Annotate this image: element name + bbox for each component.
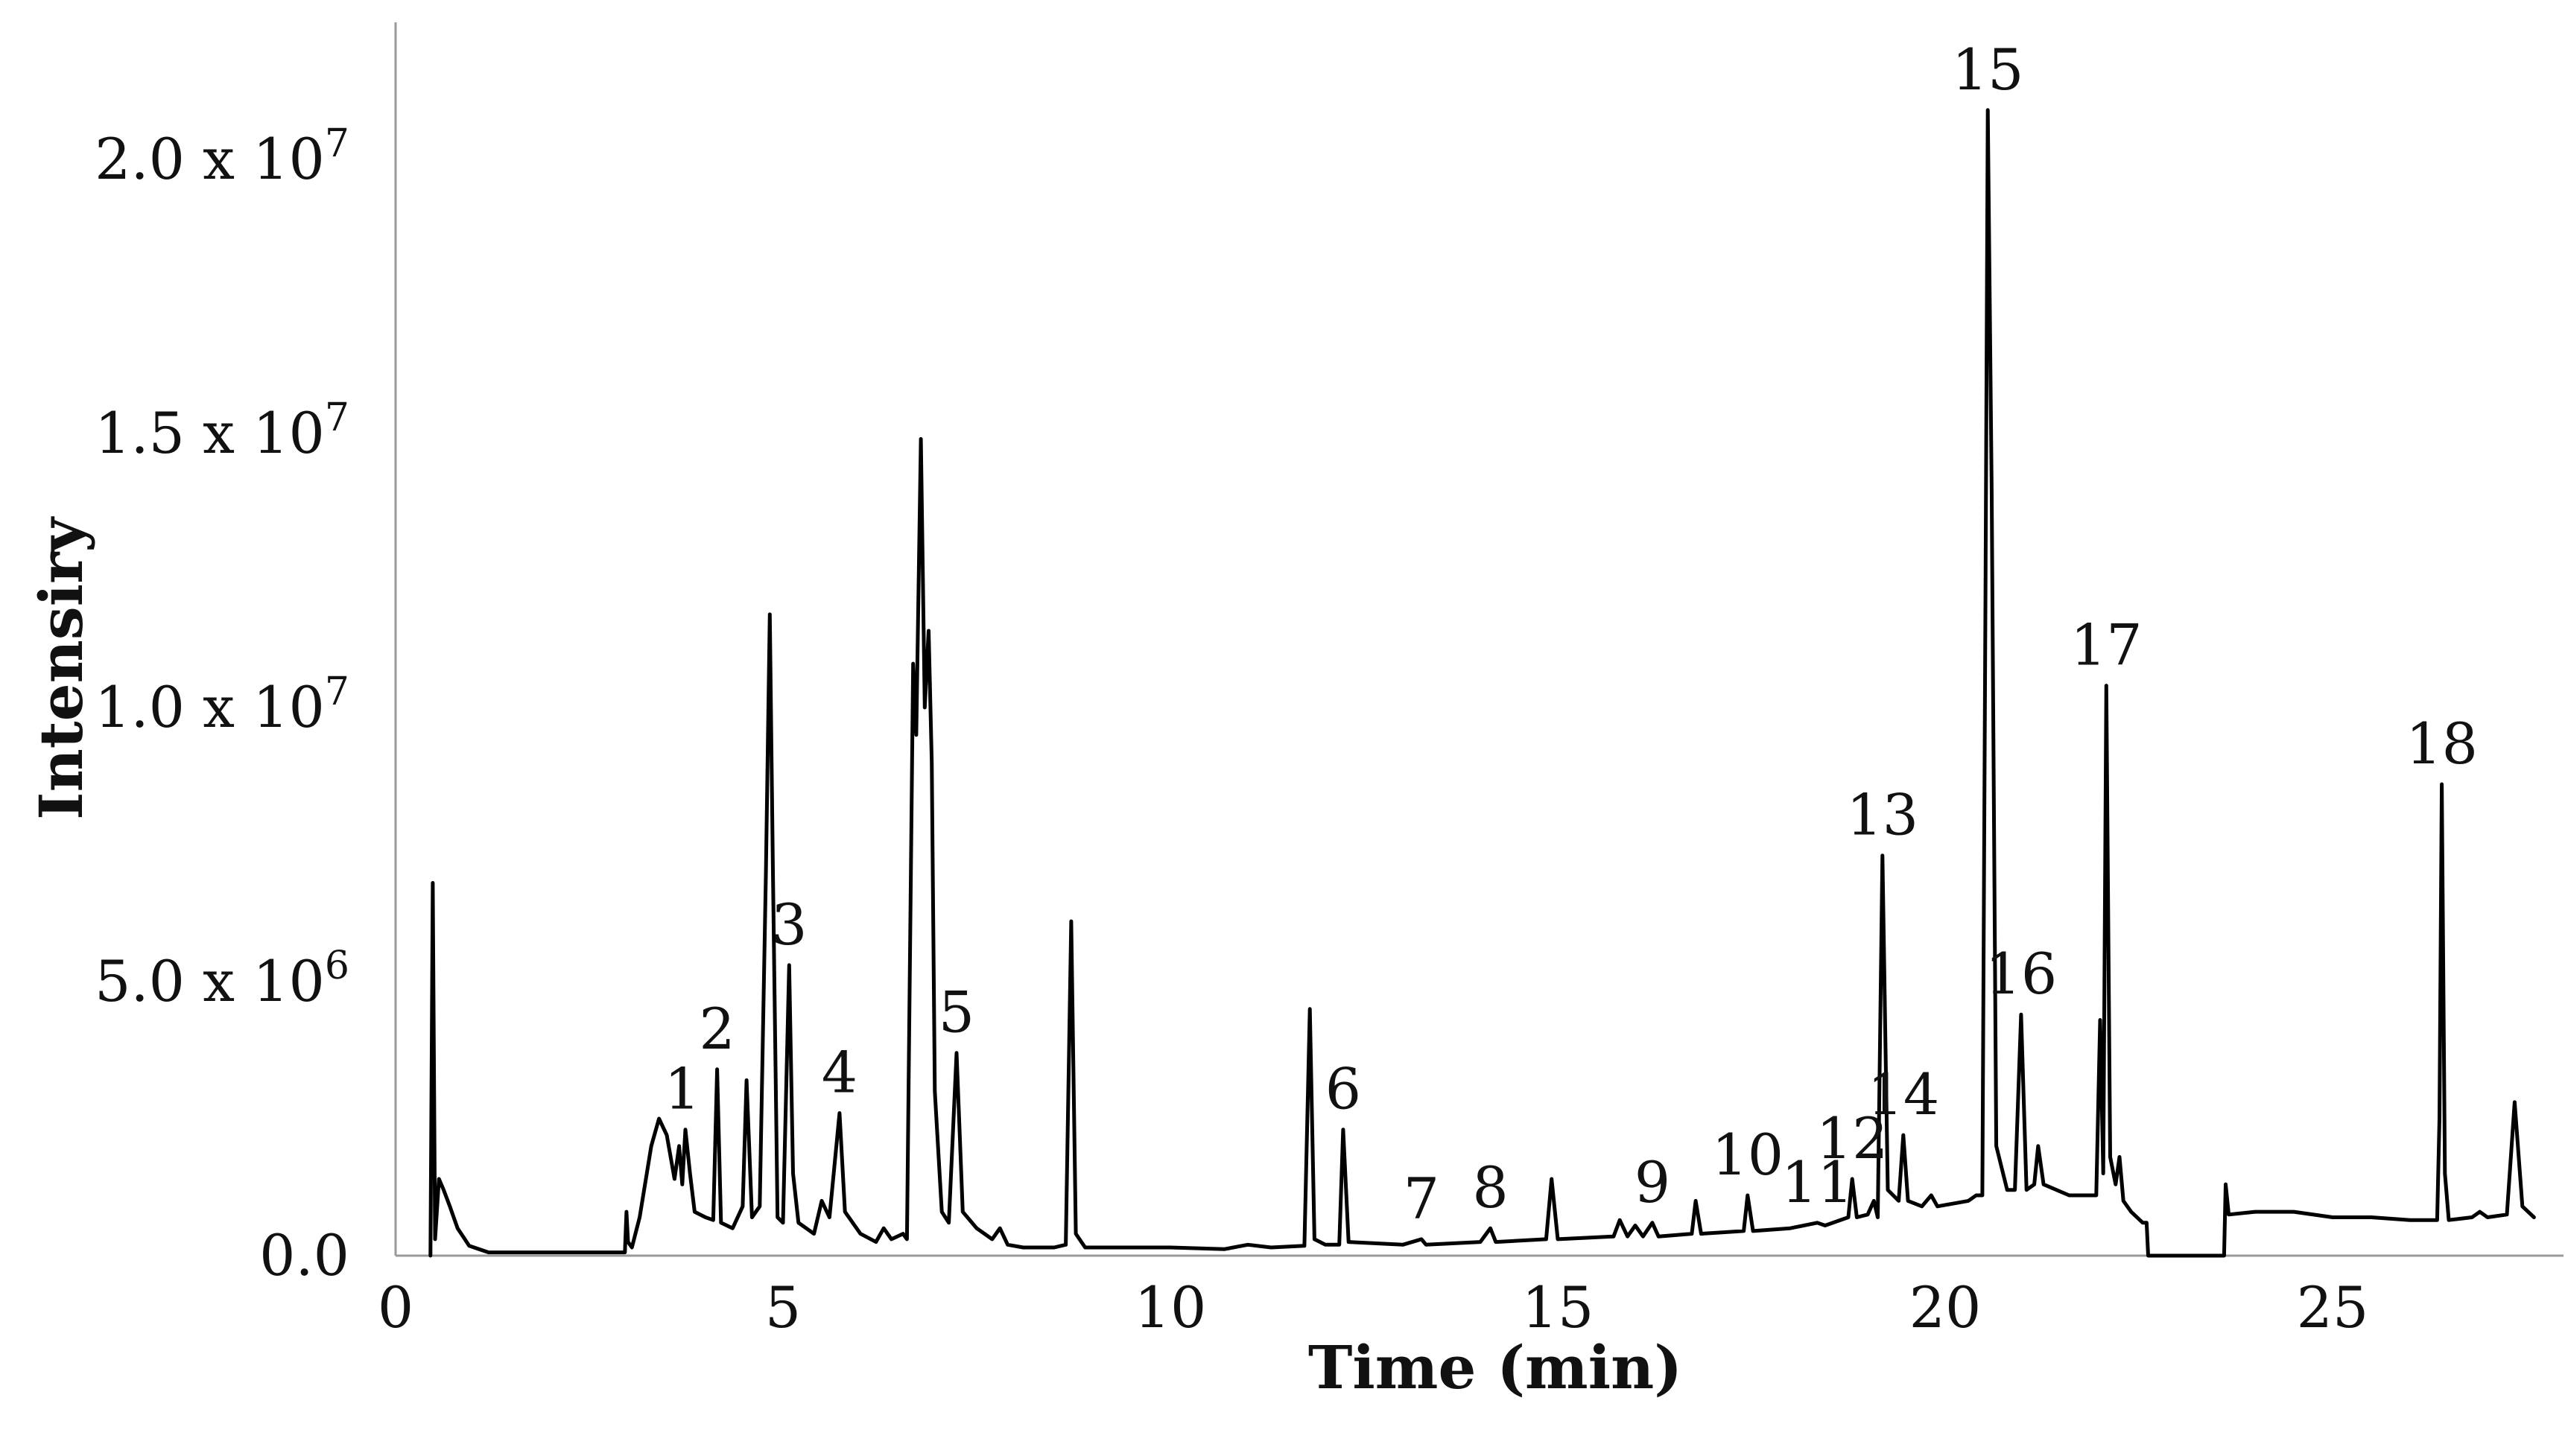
peak-label: 17 [2070,612,2143,678]
peak-label: 10 [1711,1122,1784,1188]
peak-label: 5 [939,979,974,1046]
peak-label: 11 [1781,1149,1854,1215]
y-tick-exponent: 7 [325,395,349,440]
peak-label: 12 [1816,1105,1889,1172]
x-tick-label: 20 [1909,1274,1982,1341]
y-tick-exponent: 7 [325,121,349,166]
peak-label: 14 [1867,1061,1939,1128]
x-tick-label: 25 [2297,1274,2369,1341]
peak-label: 18 [2406,710,2478,777]
peak-label: 2 [699,996,735,1062]
x-tick-label: 10 [1135,1274,1207,1341]
chromatogram-trace [428,108,2536,1258]
y-tick-exponent: 6 [325,944,349,988]
peak-label: 7 [1404,1166,1439,1232]
peak-label: 15 [1952,36,2024,103]
x-axis-title: Time (min) [1308,1332,1682,1402]
peak-label: 13 [1846,782,1918,848]
y-tick-label: 2.0 x 107 [95,121,349,192]
peak-label: 16 [1985,941,2058,1007]
y-tick-labels: 0.0 5.0 x 106 1.0 x 107 1.5 x 107 2.0 x 107 [95,121,349,1288]
y-axis-title: Intensiry [26,516,96,820]
peak-label: 3 [771,891,807,958]
x-tick-labels: 0 5 10 15 20 25 [378,1274,2369,1341]
y-tick-label: 5.0 x 106 [95,944,349,1014]
y-tick-label: 1.5 x 107 [95,395,349,466]
peak-label: 8 [1472,1154,1508,1221]
peak-label: 9 [1635,1149,1670,1215]
x-tick-label: 5 [765,1274,801,1341]
peak-label: 4 [822,1040,857,1106]
peak-label: 6 [1325,1056,1361,1122]
y-tick-exponent: 7 [325,670,349,714]
peak-label: 1 [665,1056,700,1122]
y-tick-label: 1.0 x 107 [95,670,349,740]
x-tick-label: 0 [378,1274,413,1341]
y-tick-label: 0.0 [259,1222,349,1288]
x-tick-label: 15 [1522,1274,1594,1341]
